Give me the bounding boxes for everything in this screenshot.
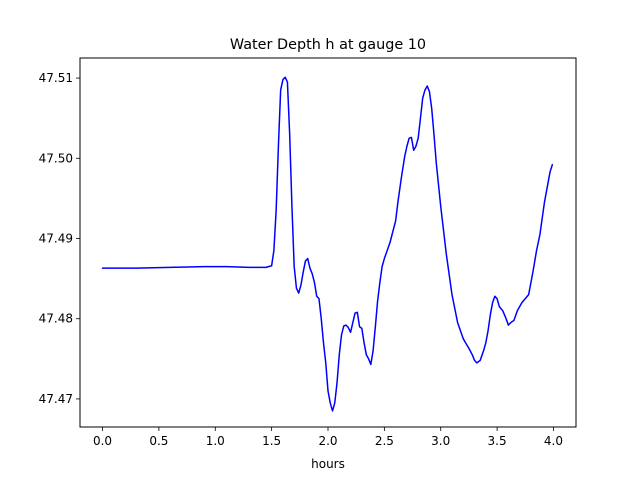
x-tick-label: 0.5 — [149, 434, 168, 448]
x-tick-label: 0.0 — [93, 434, 112, 448]
series-line — [101, 76, 554, 412]
x-axis-label: hours — [311, 457, 345, 471]
y-tick-label: 47.50 — [39, 151, 73, 165]
x-tick-label: 3.5 — [488, 434, 507, 448]
chart-title: Water Depth h at gauge 10 — [230, 37, 426, 53]
y-axis: 47.47 47.48 47.49 47.50 47.51 — [39, 71, 80, 406]
x-tick-label: 2.5 — [375, 434, 394, 448]
x-axis: 0.0 0.5 1.0 1.5 2.0 2.5 3.0 3.5 4.0 — [93, 427, 563, 448]
y-tick-label: 47.51 — [39, 71, 73, 85]
plot-area — [79, 57, 577, 428]
x-tick-label: 1.0 — [206, 434, 225, 448]
x-tick-label: 3.0 — [431, 434, 450, 448]
x-tick-label: 2.0 — [318, 434, 337, 448]
y-tick-label: 47.47 — [39, 392, 73, 406]
y-tick-label: 47.48 — [39, 312, 73, 326]
x-tick-label: 4.0 — [544, 434, 563, 448]
y-tick-label: 47.49 — [39, 231, 73, 245]
x-tick-label: 1.5 — [262, 434, 281, 448]
